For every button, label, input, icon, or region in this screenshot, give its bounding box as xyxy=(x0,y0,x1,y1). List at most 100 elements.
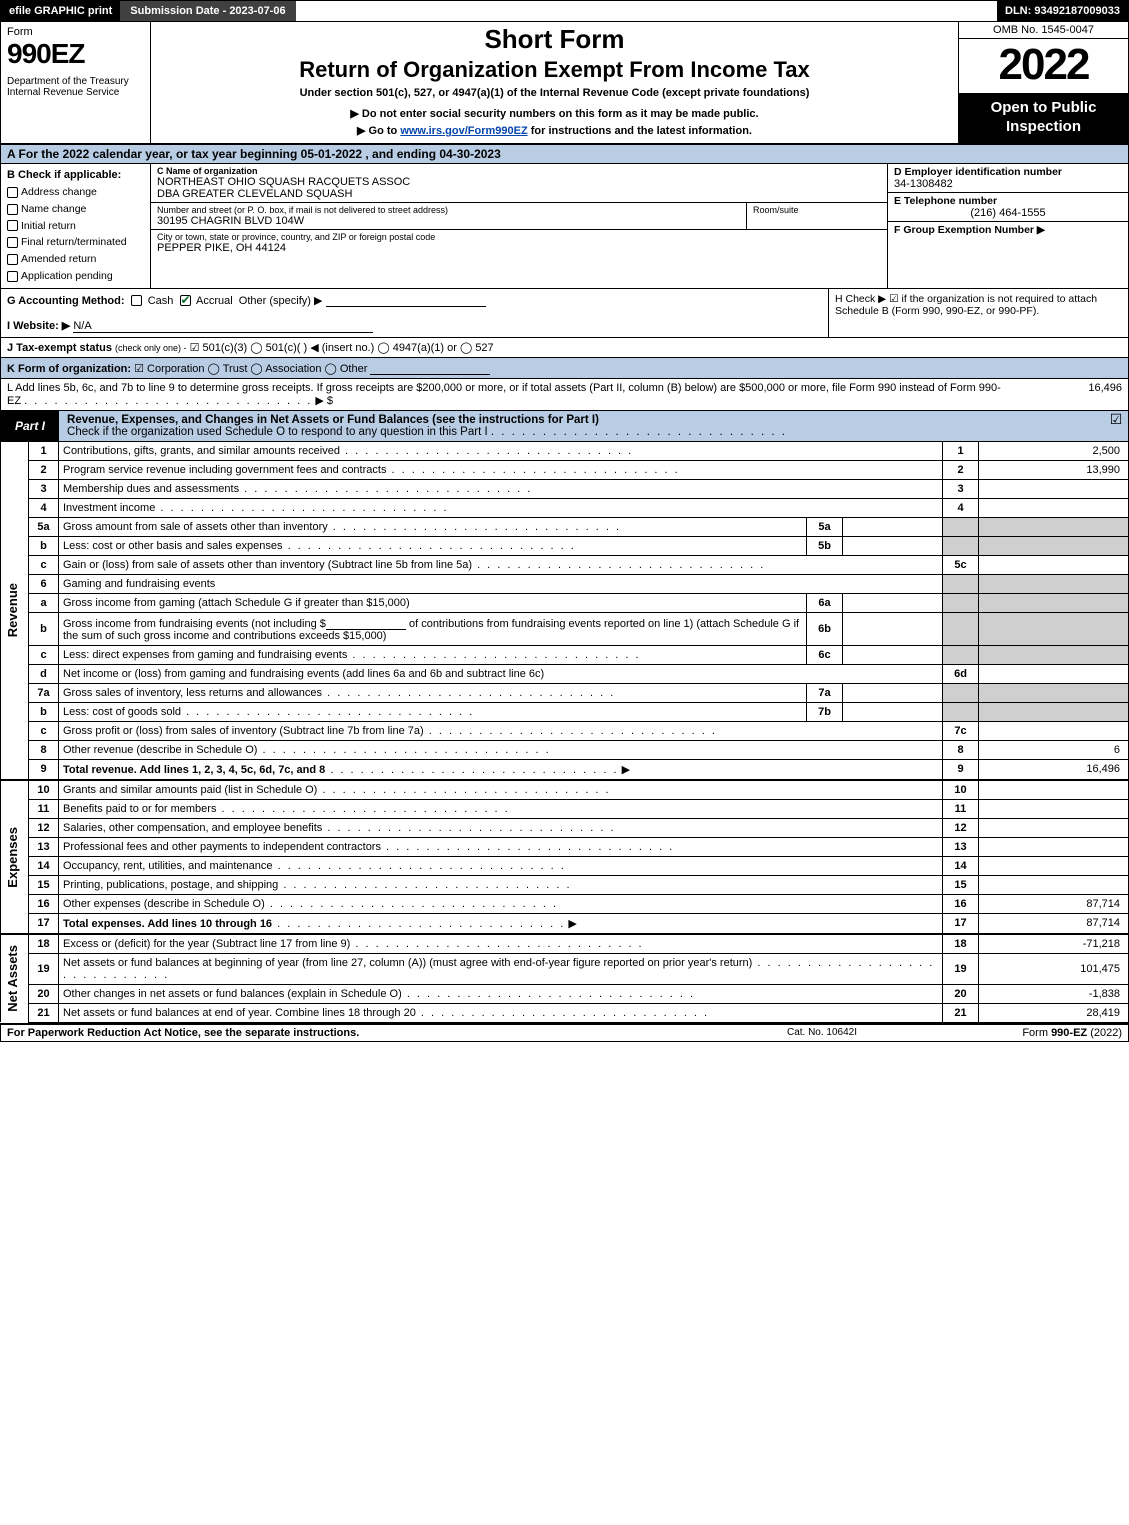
line9-amt: 16,496 xyxy=(979,759,1129,780)
line19-amt: 101,475 xyxy=(979,953,1129,984)
line6b-desc: Gross income from fundraising events (no… xyxy=(59,612,807,645)
line6a-desc: Gross income from gaming (attach Schedul… xyxy=(59,593,807,612)
line21-amt: 28,419 xyxy=(979,1003,1129,1022)
g-cash-label: Cash xyxy=(148,295,174,307)
line12-amt xyxy=(979,818,1129,837)
check-final-return[interactable]: Final return/terminated xyxy=(7,234,144,251)
line7a-sub: 7a xyxy=(807,683,843,702)
line5c-num: c xyxy=(29,555,59,574)
line6b-num: b xyxy=(29,612,59,645)
part1-header: Part I Revenue, Expenses, and Changes in… xyxy=(0,411,1129,442)
bullet-instructions: ▶ Go to www.irs.gov/Form990EZ for instru… xyxy=(157,124,952,137)
ein-label: D Employer identification number xyxy=(894,166,1122,178)
line4-desc: Investment income xyxy=(63,502,155,514)
line2-num: 2 xyxy=(29,460,59,479)
line7b-sub: 7b xyxy=(807,702,843,721)
line19-desc: Net assets or fund balances at beginning… xyxy=(63,957,752,969)
efile-button[interactable]: efile GRAPHIC print xyxy=(1,1,120,21)
section-b: B Check if applicable: Address change Na… xyxy=(1,164,151,288)
line9-arrow: ▶ xyxy=(622,764,630,776)
street-value: 30195 CHAGRIN BLVD 104W xyxy=(157,215,740,227)
k-prefix: K Form of organization: xyxy=(7,363,131,375)
line14-amt xyxy=(979,856,1129,875)
check-accrual[interactable] xyxy=(180,295,191,306)
j-sub: (check only one) - xyxy=(115,343,187,353)
check-name-change[interactable]: Name change xyxy=(7,201,144,218)
irs-link[interactable]: www.irs.gov/Form990EZ xyxy=(400,125,527,137)
form-header: Form 990EZ Department of the Treasury In… xyxy=(0,22,1129,145)
section-b-header: B Check if applicable: xyxy=(7,167,144,185)
omb-number: OMB No. 1545-0047 xyxy=(959,22,1128,39)
line7a-desc: Gross sales of inventory, less returns a… xyxy=(63,687,322,699)
g-other-input[interactable] xyxy=(326,293,486,307)
form-id-block: Form 990EZ Department of the Treasury In… xyxy=(1,22,151,143)
revenue-side-label: Revenue xyxy=(5,583,20,637)
line6c-num: c xyxy=(29,645,59,664)
check-cash[interactable] xyxy=(131,295,142,306)
line6-ref xyxy=(943,574,979,593)
org-name-label: C Name of organization xyxy=(157,166,881,176)
line3-desc: Membership dues and assessments xyxy=(63,483,239,495)
check-amended-return[interactable]: Amended return xyxy=(7,251,144,268)
line12-desc: Salaries, other compensation, and employ… xyxy=(63,822,322,834)
line17-amt: 87,714 xyxy=(979,913,1129,934)
line20-desc: Other changes in net assets or fund bala… xyxy=(63,988,402,1000)
line7a-ref xyxy=(943,683,979,702)
j-prefix: J Tax-exempt status xyxy=(7,342,112,354)
ein-value: 34-1308482 xyxy=(894,178,1122,190)
k-other-input[interactable] xyxy=(370,361,490,375)
line5a-sub: 5a xyxy=(807,517,843,536)
line1-num: 1 xyxy=(29,442,59,461)
line6d-desc: Net income or (loss) from gaming and fun… xyxy=(59,664,943,683)
line6b-amt xyxy=(979,612,1129,645)
footer-left: For Paperwork Reduction Act Notice, see … xyxy=(7,1027,722,1039)
line6b-amount-input[interactable] xyxy=(326,616,406,630)
line5c-ref: 5c xyxy=(943,555,979,574)
website-value: N/A xyxy=(73,320,373,333)
line16-desc: Other expenses (describe in Schedule O) xyxy=(63,898,265,910)
line12-ref: 12 xyxy=(943,818,979,837)
line21-num: 21 xyxy=(29,1003,59,1022)
street-label: Number and street (or P. O. box, if mail… xyxy=(157,205,740,215)
line14-num: 14 xyxy=(29,856,59,875)
bullet2-pre: ▶ Go to xyxy=(357,125,400,137)
line1-amt: 2,500 xyxy=(979,442,1129,461)
line18-amt: -71,218 xyxy=(979,934,1129,954)
line7c-amt xyxy=(979,721,1129,740)
line19-num: 19 xyxy=(29,953,59,984)
check-application-pending[interactable]: Application pending xyxy=(7,268,144,285)
line4-num: 4 xyxy=(29,498,59,517)
check-initial-return[interactable]: Initial return xyxy=(7,218,144,235)
line5a-amt xyxy=(979,517,1129,536)
l-arrow: ▶ $ xyxy=(315,395,333,407)
short-form-title: Short Form xyxy=(157,24,952,55)
line3-amt xyxy=(979,479,1129,498)
line21-desc: Net assets or fund balances at end of ye… xyxy=(63,1007,416,1019)
bullet-ssn-warning: ▶ Do not enter social security numbers o… xyxy=(157,107,952,120)
line7c-num: c xyxy=(29,721,59,740)
check-address-change[interactable]: Address change xyxy=(7,184,144,201)
line11-ref: 11 xyxy=(943,799,979,818)
line9-ref: 9 xyxy=(943,759,979,780)
g-prefix: G Accounting Method: xyxy=(7,295,125,307)
line16-num: 16 xyxy=(29,894,59,913)
line16-amt: 87,714 xyxy=(979,894,1129,913)
line6c-sub: 6c xyxy=(807,645,843,664)
line7a-amt xyxy=(979,683,1129,702)
line1-desc: Contributions, gifts, grants, and simila… xyxy=(63,445,340,457)
line11-desc: Benefits paid to or for members xyxy=(63,803,216,815)
form-number: 990EZ xyxy=(7,38,144,70)
part1-subtitle: Check if the organization used Schedule … xyxy=(67,426,488,438)
line5b-desc: Less: cost or other basis and sales expe… xyxy=(63,540,283,552)
line10-ref: 10 xyxy=(943,780,979,800)
line7c-ref: 7c xyxy=(943,721,979,740)
part1-schedule-o-check[interactable]: ☑ xyxy=(1104,411,1128,441)
line8-num: 8 xyxy=(29,740,59,759)
room-label: Room/suite xyxy=(753,205,881,215)
j-options: ☑ 501(c)(3) ◯ 501(c)( ) ◀ (insert no.) ◯… xyxy=(190,342,494,354)
line5b-ref xyxy=(943,536,979,555)
line14-desc: Occupancy, rent, utilities, and maintena… xyxy=(63,860,273,872)
line15-ref: 15 xyxy=(943,875,979,894)
line9-desc: Total revenue. Add lines 1, 2, 3, 4, 5c,… xyxy=(63,764,325,776)
l-amount: 16,496 xyxy=(1008,379,1128,410)
